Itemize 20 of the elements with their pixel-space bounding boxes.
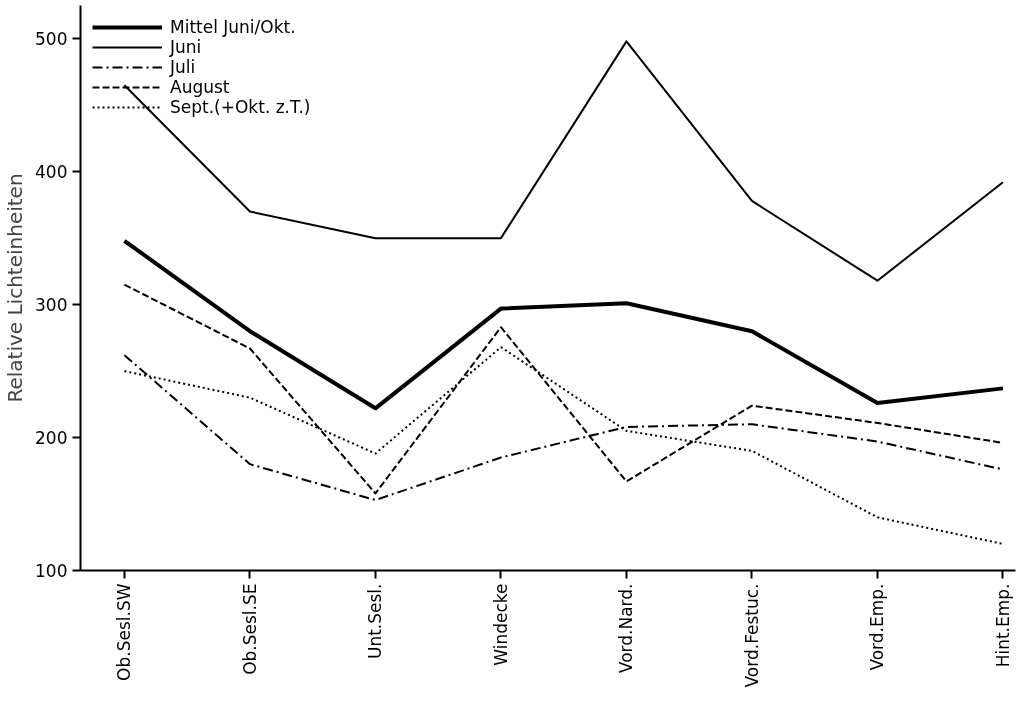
legend-label: Mittel Juni/Okt. — [170, 17, 296, 37]
y-tick-label: 200 — [35, 428, 68, 449]
x-tick-label: Vord.Emp. — [867, 583, 888, 671]
line-series — [122, 238, 1005, 411]
x-tick-label: Vord.Festuc. — [741, 583, 762, 688]
x-tick-label: Hint.Emp. — [992, 583, 1013, 668]
y-tick-label: 300 — [35, 295, 68, 316]
y-axis-title: Relative Lichteinheiten — [3, 173, 28, 403]
y-tick-label: 100 — [35, 561, 68, 581]
x-tick-label: Ob.Sesl.SW — [114, 583, 135, 681]
y-tick-label: 400 — [35, 162, 68, 183]
y-tick-label: 500 — [35, 29, 68, 50]
legend-label: August — [170, 77, 230, 97]
x-tick-label: Vord.Nard. — [616, 583, 637, 674]
x-tick-label: Unt.Sesl. — [365, 583, 386, 660]
legend-label: Juni — [170, 37, 202, 57]
x-tick-label: Windecke — [490, 583, 511, 666]
x-tick-label: Ob.Sesl.SE — [239, 583, 260, 675]
legend-label: Sept.(+Okt. z.T.) — [170, 97, 311, 117]
legend-label: Juli — [170, 57, 196, 77]
